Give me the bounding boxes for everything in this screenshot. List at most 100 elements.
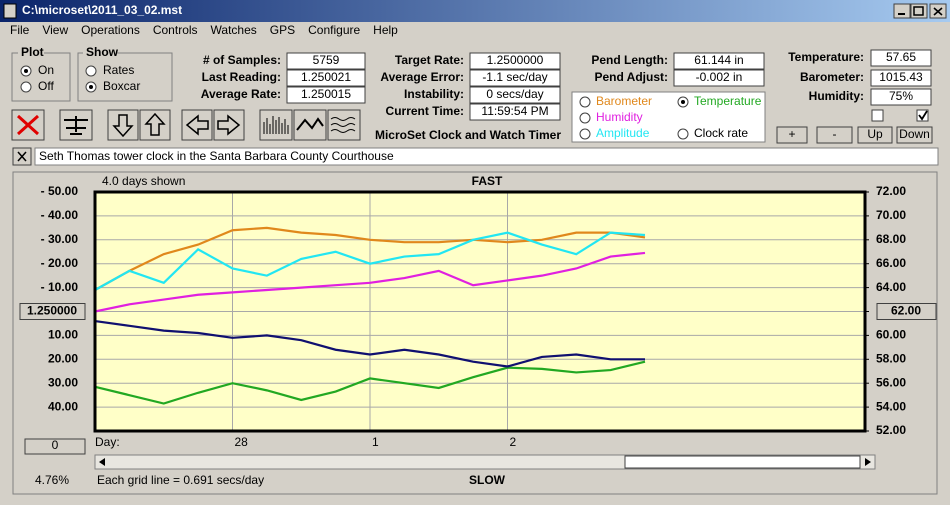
field-box [870, 49, 932, 67]
y-tick-label: 40.00 [48, 399, 78, 413]
field-label: Average Rate: [201, 87, 281, 101]
field-value: 11:59:54 PM [481, 104, 548, 118]
y-tick-label: - 20.00 [41, 256, 79, 270]
field-box [673, 52, 765, 70]
y2-tick-label: 70.00 [876, 208, 906, 222]
field-label: Pend Length: [591, 53, 668, 67]
button[interactable] [857, 126, 893, 144]
series-option: Amplitude [596, 126, 650, 140]
show-group-box [77, 52, 173, 102]
menu-item[interactable]: File [10, 23, 30, 37]
offset-button-label: 0 [52, 438, 59, 452]
menu-item[interactable]: Operations [81, 23, 140, 37]
radio-dot [24, 69, 28, 73]
y2-tick-label: 52.00 [876, 423, 906, 437]
field-value: 1015.43 [879, 70, 923, 84]
field-value: 1.250021 [301, 70, 351, 84]
field-box [469, 103, 561, 121]
app-icon [3, 3, 17, 19]
scroll-thumb[interactable] [624, 455, 861, 469]
description-box[interactable] [34, 147, 939, 166]
radio-button[interactable] [579, 96, 591, 108]
field-value: -1.1 sec/day [482, 70, 547, 84]
x-tick-label: 1 [372, 435, 379, 449]
radio-label: Rates [103, 63, 134, 77]
chart: - 50.00 - 40.00 - 30.00 - 20.00 - 10.00 1.250… [19, 174, 937, 487]
menu-item[interactable]: GPS [270, 23, 295, 37]
y-tick-label: 20.00 [48, 351, 78, 365]
window-title: C:\microset\2011_03_02.mst [22, 3, 182, 17]
field-value: -0.002 in [696, 70, 743, 84]
radio-dot [89, 85, 93, 89]
field-label: Barometer: [800, 70, 864, 84]
y2-tick-label: 66.00 [876, 256, 906, 270]
field-box [469, 69, 561, 87]
menu-item[interactable]: View [42, 23, 68, 37]
field-box [286, 52, 366, 70]
field-label: Average Error: [380, 70, 464, 84]
toolbar [11, 109, 361, 141]
radio-button[interactable] [20, 81, 32, 93]
plot-select-box [571, 91, 766, 143]
wave-button[interactable] [327, 109, 361, 141]
series-line [94, 226, 646, 291]
offset-button[interactable] [24, 438, 86, 455]
checkbox[interactable] [871, 109, 884, 122]
center-box[interactable] [19, 303, 86, 320]
y2-tick-label: 72.00 [876, 184, 906, 198]
fast-label: FAST [472, 174, 503, 188]
button[interactable] [816, 126, 853, 144]
field-label: Target Rate: [395, 53, 464, 67]
field-label: Last Reading: [202, 70, 281, 84]
radio-button[interactable] [85, 65, 97, 77]
menu-item[interactable]: Watches [211, 23, 257, 37]
y-tick-label: 1.250000 [27, 304, 77, 318]
series-option: Barometer [596, 94, 652, 108]
y2-tick-label: 60.00 [876, 328, 906, 342]
radio-button[interactable] [677, 128, 689, 140]
y-tick-label: - 10.00 [41, 280, 79, 294]
x-tick-label: 2 [510, 435, 517, 449]
field-label: Humidity: [809, 89, 864, 103]
center-box[interactable] [876, 303, 937, 320]
radio-dot [681, 100, 685, 104]
slow-label: SLOW [469, 473, 506, 487]
y2-tick-label: 58.00 [876, 351, 906, 365]
field-value: 61.144 in [694, 53, 743, 67]
field-value: 0 secs/day [486, 87, 543, 101]
field-label: Pend Adjust: [594, 70, 668, 84]
description: Seth Thomas tower clock in the Santa Bar… [39, 149, 394, 163]
button-label: + [788, 127, 795, 141]
minimize-button[interactable] [893, 3, 911, 19]
field-box [469, 86, 561, 104]
radio-button[interactable] [579, 128, 591, 140]
y2-tick-label: 64.00 [876, 280, 906, 294]
field-box [870, 69, 932, 87]
button[interactable] [776, 126, 808, 144]
menu-item[interactable]: Configure [308, 23, 360, 37]
field-box [286, 69, 366, 87]
series-line [94, 251, 646, 313]
radio-label: Boxcar [103, 79, 140, 93]
show-group-title: Show [86, 45, 119, 59]
field-box [469, 52, 561, 70]
field-value: 1.250015 [301, 87, 351, 101]
field-value: 1.2500000 [487, 53, 544, 67]
radio-label: Off [38, 79, 54, 93]
field-box [673, 69, 765, 87]
field-box [870, 88, 932, 106]
checkbox[interactable] [916, 109, 929, 122]
button[interactable] [896, 126, 933, 144]
menu-bar: File View Operations Controls Watches GPS Conf… [10, 23, 398, 37]
field-label: Current Time: [386, 104, 464, 118]
button-label: Up [867, 127, 883, 141]
button-label: - [833, 127, 837, 141]
adjust-buttons: + - Up Down [776, 126, 933, 144]
days-label: 4.0 days shown [102, 174, 185, 188]
y-tick-label: - 50.00 [41, 184, 79, 198]
radio-button[interactable] [579, 112, 591, 124]
radio-label: On [38, 63, 54, 77]
menu-item[interactable]: Controls [153, 23, 198, 37]
menu-item[interactable]: Help [373, 23, 398, 37]
